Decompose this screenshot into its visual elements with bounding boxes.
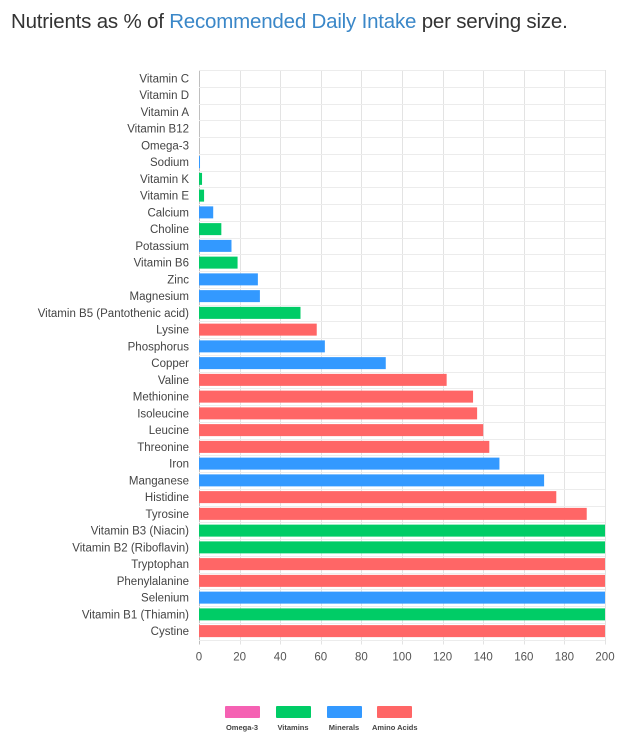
bar-magnesium[interactable] — [199, 290, 260, 303]
chart-legend: Omega-3 Vitamins Minerals Amino Acids — [0, 706, 634, 736]
bar-tryptophan[interactable] — [199, 558, 605, 571]
bar-copper[interactable] — [199, 357, 386, 370]
bar-isoleucine[interactable] — [199, 407, 478, 420]
category-label: Tyrosine — [146, 509, 189, 521]
category-label: Vitamin B2 (Riboflavin) — [72, 542, 189, 554]
x-tick-label: 120 — [433, 652, 452, 664]
category-label: Copper — [151, 358, 189, 370]
x-tick-label: 100 — [392, 652, 411, 664]
bar-selenium[interactable] — [199, 591, 605, 604]
bar-choline[interactable] — [199, 223, 222, 236]
bar-phenylalanine[interactable] — [199, 574, 605, 587]
legend-label: Omega-3 — [225, 723, 259, 732]
category-label: Phosphorus — [128, 341, 190, 353]
category-label: Iron — [169, 459, 189, 471]
bar-zinc[interactable] — [199, 273, 258, 286]
legend-item[interactable]: Vitamins — [275, 706, 311, 732]
legend-swatch — [275, 706, 311, 718]
bar-histidine[interactable] — [199, 491, 557, 504]
category-label: Threonine — [137, 442, 189, 454]
legend-swatch — [377, 706, 413, 718]
category-label: Cystine — [151, 626, 189, 638]
legend-item[interactable]: Minerals — [326, 706, 362, 732]
bar-vitamin-b3-niacin[interactable] — [199, 524, 605, 537]
bar-vitamin-b6[interactable] — [199, 256, 238, 269]
bar-chart: Vitamin C Vitamin D Vitamin A Vitamin B12 Om… — [38, 70, 615, 664]
x-tick-label: 180 — [555, 652, 574, 664]
category-label: Potassium — [135, 241, 189, 253]
title-prefix: Nutrients as % of — [11, 10, 170, 33]
legend-swatch — [326, 706, 362, 718]
category-label: Magnesium — [130, 291, 189, 303]
title-highlight-link[interactable]: Recommended Daily Intake — [169, 10, 417, 33]
x-tick-label: 0 — [196, 652, 202, 664]
category-label: Omega-3 — [141, 140, 189, 152]
bar-valine[interactable] — [199, 373, 447, 386]
x-tick-label: 60 — [314, 652, 327, 664]
bar-series — [199, 156, 605, 638]
bar-sodium[interactable] — [199, 156, 201, 169]
x-tick-label: 140 — [474, 652, 493, 664]
bar-vitamin-b5-pantothenic-acid[interactable] — [199, 306, 301, 319]
bar-vitamin-e[interactable] — [199, 189, 205, 202]
bar-cystine[interactable] — [199, 625, 605, 638]
category-label: Methionine — [133, 392, 189, 404]
category-label: Vitamin B5 (Pantothenic acid) — [38, 308, 189, 320]
category-label: Zinc — [167, 274, 189, 286]
category-label: Vitamin B12 — [127, 124, 189, 136]
bar-vitamin-k[interactable] — [199, 172, 203, 185]
bar-leucine[interactable] — [199, 424, 484, 437]
bar-lysine[interactable] — [199, 323, 317, 336]
bar-threonine[interactable] — [199, 440, 490, 453]
category-label: Valine — [158, 375, 189, 387]
category-label: Sodium — [150, 157, 189, 169]
category-label: Vitamin D — [139, 90, 189, 102]
category-label: Tryptophan — [131, 559, 189, 571]
x-tick-label: 40 — [274, 652, 287, 664]
x-tick-label: 200 — [595, 652, 614, 664]
category-label: Histidine — [145, 492, 189, 504]
category-label: Vitamin B6 — [134, 258, 189, 270]
category-label: Choline — [150, 224, 189, 236]
x-axis-ticks: 0 20 40 60 80 100 120 140 160 180 200 — [196, 652, 615, 664]
category-label: Vitamin B1 (Thiamin) — [82, 609, 189, 621]
legend-item[interactable]: Amino Acids — [372, 706, 418, 732]
x-tick-label: 20 — [233, 652, 246, 664]
category-label: Manganese — [129, 475, 189, 487]
x-tick-label: 80 — [355, 652, 368, 664]
bar-vitamin-b1-thiamin[interactable] — [199, 608, 605, 621]
bar-vitamin-b2-riboflavin[interactable] — [199, 541, 605, 554]
category-label: Isoleucine — [137, 408, 189, 420]
legend-item[interactable]: Omega-3 — [224, 706, 260, 732]
category-label: Selenium — [141, 593, 189, 605]
category-label: Vitamin A — [141, 107, 190, 119]
category-label: Calcium — [147, 207, 189, 219]
bar-methionine[interactable] — [199, 390, 474, 403]
bar-potassium[interactable] — [199, 239, 232, 252]
bar-tyrosine[interactable] — [199, 507, 587, 520]
category-label: Vitamin C — [139, 73, 189, 85]
bar-manganese[interactable] — [199, 474, 545, 487]
category-label: Lysine — [156, 325, 189, 337]
bar-calcium[interactable] — [199, 206, 214, 219]
category-label: Vitamin K — [140, 174, 189, 186]
title-suffix: per serving size. — [416, 10, 568, 33]
category-label: Vitamin B3 (Niacin) — [91, 526, 189, 538]
category-label: Leucine — [149, 425, 189, 437]
bar-phosphorus[interactable] — [199, 340, 325, 353]
x-tick-label: 160 — [514, 652, 533, 664]
legend-label: Vitamins — [277, 723, 309, 732]
category-labels: Vitamin C Vitamin D Vitamin A Vitamin B12 Om… — [38, 73, 190, 638]
chart-title: Nutrients as % of Recommended Daily Inta… — [11, 10, 568, 34]
legend-label: Minerals — [328, 723, 360, 732]
bar-iron[interactable] — [199, 457, 500, 470]
legend-swatch — [224, 706, 260, 718]
category-label: Vitamin E — [140, 191, 189, 203]
category-label: Phenylalanine — [117, 576, 189, 588]
legend-label: Amino Acids — [372, 723, 418, 732]
